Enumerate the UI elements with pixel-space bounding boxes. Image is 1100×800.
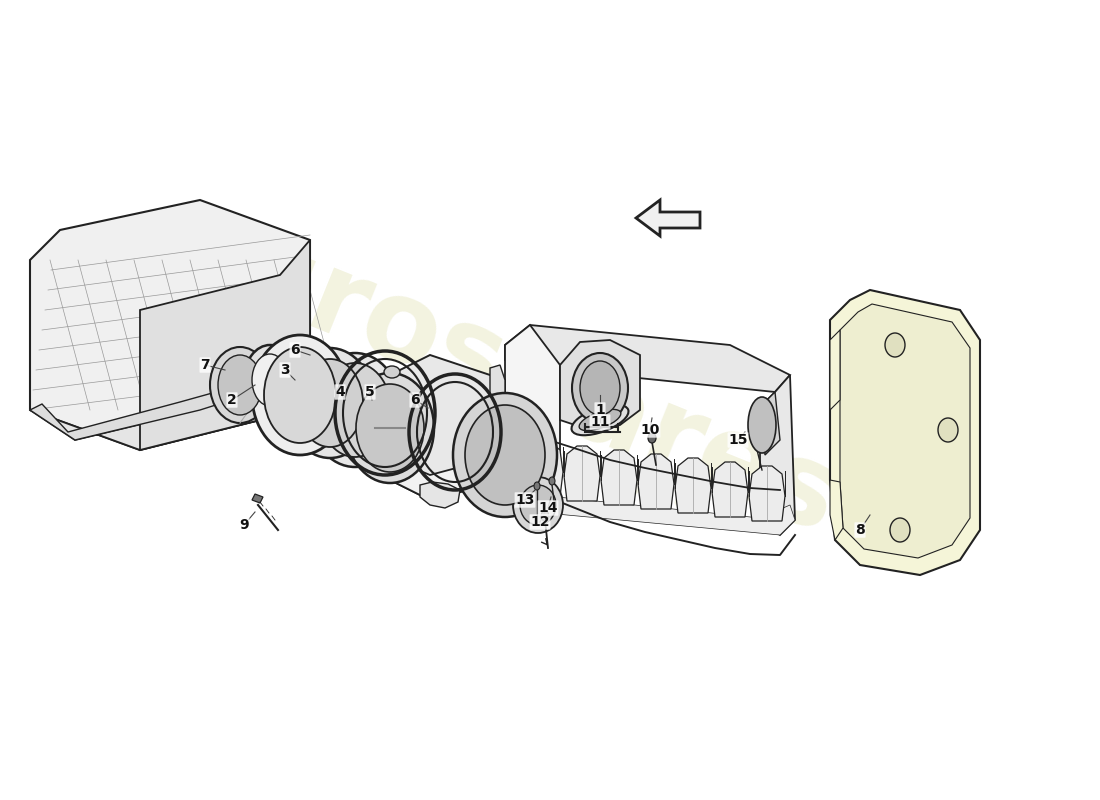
- Polygon shape: [830, 330, 840, 410]
- Ellipse shape: [572, 405, 628, 435]
- Ellipse shape: [579, 410, 620, 430]
- Polygon shape: [675, 458, 711, 513]
- Ellipse shape: [549, 477, 556, 485]
- Ellipse shape: [453, 393, 557, 517]
- Text: 10: 10: [640, 423, 660, 437]
- Ellipse shape: [264, 347, 336, 443]
- Polygon shape: [505, 325, 790, 392]
- Polygon shape: [636, 200, 700, 236]
- Polygon shape: [252, 494, 263, 503]
- Text: 15: 15: [728, 433, 748, 447]
- Polygon shape: [840, 304, 970, 558]
- Text: 12: 12: [530, 515, 550, 529]
- Text: 6: 6: [410, 393, 420, 407]
- Text: 6: 6: [290, 343, 300, 357]
- Ellipse shape: [252, 335, 348, 455]
- Polygon shape: [420, 482, 460, 508]
- Polygon shape: [490, 365, 505, 490]
- Ellipse shape: [286, 348, 374, 458]
- Ellipse shape: [210, 347, 270, 423]
- Text: 7: 7: [200, 358, 210, 372]
- Ellipse shape: [309, 353, 402, 467]
- Text: eurospares: eurospares: [145, 184, 855, 556]
- Polygon shape: [712, 462, 748, 517]
- Ellipse shape: [384, 366, 400, 378]
- Text: 2: 2: [227, 393, 236, 407]
- Ellipse shape: [218, 355, 262, 415]
- Text: 9: 9: [239, 518, 249, 532]
- Ellipse shape: [886, 333, 905, 357]
- Polygon shape: [638, 454, 674, 509]
- Text: 8: 8: [855, 523, 865, 537]
- Polygon shape: [601, 450, 637, 505]
- Ellipse shape: [346, 373, 434, 483]
- Ellipse shape: [513, 477, 563, 533]
- Ellipse shape: [648, 433, 656, 443]
- Ellipse shape: [534, 482, 540, 490]
- Text: a passion for parts that inspires: a passion for parts that inspires: [290, 339, 689, 521]
- Ellipse shape: [572, 353, 628, 423]
- Polygon shape: [140, 240, 310, 450]
- Text: 11: 11: [591, 415, 609, 429]
- Text: 3: 3: [280, 363, 289, 377]
- Ellipse shape: [465, 405, 544, 505]
- Ellipse shape: [319, 363, 390, 457]
- Polygon shape: [30, 375, 310, 450]
- Polygon shape: [760, 392, 780, 455]
- Polygon shape: [30, 200, 310, 450]
- Ellipse shape: [273, 355, 317, 415]
- Polygon shape: [505, 325, 560, 512]
- Polygon shape: [830, 480, 843, 540]
- Polygon shape: [749, 466, 785, 521]
- Ellipse shape: [520, 485, 556, 525]
- Polygon shape: [760, 375, 795, 535]
- Polygon shape: [505, 472, 795, 535]
- Ellipse shape: [748, 397, 775, 453]
- Ellipse shape: [252, 354, 288, 406]
- Text: 4: 4: [336, 385, 345, 399]
- Ellipse shape: [244, 345, 296, 415]
- Text: 5: 5: [365, 385, 375, 399]
- Polygon shape: [830, 290, 980, 575]
- Ellipse shape: [356, 384, 424, 472]
- Polygon shape: [564, 446, 600, 501]
- Text: 1: 1: [595, 403, 605, 417]
- Ellipse shape: [751, 432, 759, 442]
- Ellipse shape: [297, 359, 363, 447]
- Polygon shape: [30, 370, 310, 440]
- Polygon shape: [390, 355, 505, 500]
- Ellipse shape: [280, 363, 310, 407]
- Polygon shape: [390, 455, 505, 500]
- Text: 14: 14: [538, 501, 558, 515]
- Ellipse shape: [890, 518, 910, 542]
- Ellipse shape: [938, 418, 958, 442]
- Polygon shape: [527, 442, 563, 497]
- Ellipse shape: [580, 361, 620, 415]
- Text: 13: 13: [515, 493, 535, 507]
- Ellipse shape: [541, 511, 549, 521]
- Polygon shape: [560, 340, 640, 430]
- Polygon shape: [235, 345, 330, 402]
